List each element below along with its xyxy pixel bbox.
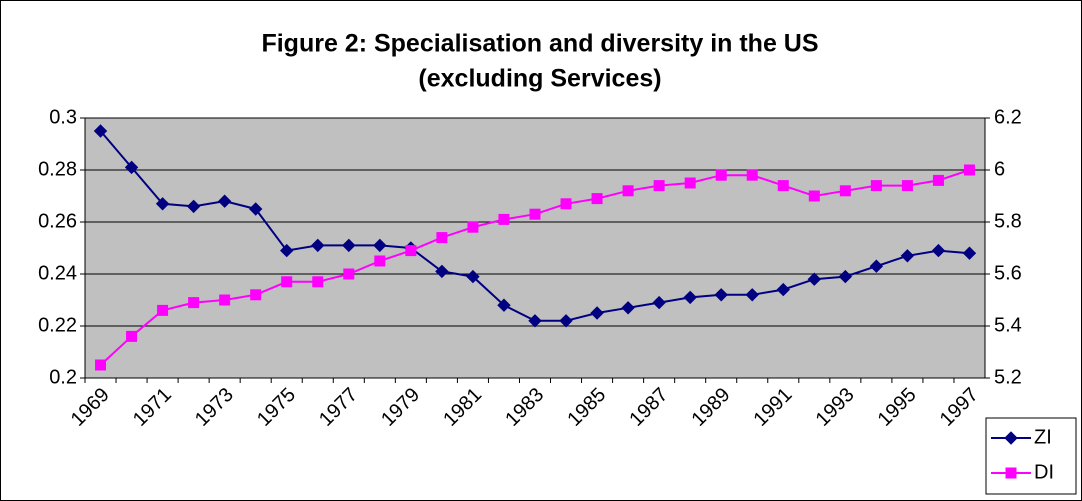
marker — [497, 298, 511, 312]
marker — [900, 249, 915, 263]
marker — [311, 238, 325, 253]
marker — [250, 289, 262, 301]
marker — [776, 282, 790, 297]
marker — [1004, 431, 1018, 445]
marker — [808, 190, 820, 202]
marker — [590, 306, 604, 320]
marker — [281, 276, 293, 288]
legend — [985, 417, 1077, 495]
legend-label: ZI — [1034, 426, 1052, 448]
marker — [932, 174, 944, 186]
y2-tick-label: 5.8 — [994, 210, 1022, 232]
y-tick-label: 0.26 — [38, 210, 77, 232]
marker — [219, 294, 231, 306]
y2-tick-label: 6.2 — [994, 106, 1022, 128]
marker — [591, 193, 603, 205]
marker — [405, 245, 417, 257]
marker — [217, 194, 232, 208]
y-tick-label: 0.3 — [49, 106, 77, 128]
marker — [621, 301, 635, 315]
legend-label: DI — [1034, 461, 1054, 483]
marker — [188, 297, 200, 309]
marker — [560, 198, 572, 210]
marker — [280, 243, 294, 258]
marker — [95, 359, 107, 371]
marker — [870, 180, 882, 192]
marker — [436, 232, 448, 244]
marker — [124, 160, 139, 175]
marker — [622, 185, 634, 197]
marker — [466, 269, 480, 284]
marker — [683, 290, 697, 305]
marker — [901, 180, 913, 192]
marker — [653, 180, 665, 192]
y-tick-label: 0.2 — [49, 366, 77, 388]
marker — [807, 272, 822, 286]
marker — [559, 314, 573, 328]
marker — [1005, 467, 1017, 479]
y2-tick-label: 5.6 — [994, 262, 1022, 284]
marker — [529, 208, 541, 220]
marker — [528, 314, 542, 328]
chart-title: (excluding Services) — [418, 65, 661, 93]
marker — [869, 259, 884, 273]
marker — [962, 246, 977, 260]
plot-area — [84, 117, 986, 379]
y-tick-label: 0.24 — [38, 262, 77, 284]
y2-tick-label: 5.4 — [994, 314, 1022, 336]
marker — [373, 238, 387, 253]
marker — [93, 124, 108, 138]
marker — [963, 164, 975, 176]
marker — [684, 177, 696, 189]
marker — [186, 199, 201, 214]
marker — [157, 304, 169, 316]
y-tick-label: 0.22 — [38, 314, 77, 336]
marker — [838, 269, 853, 284]
marker — [777, 180, 789, 192]
marker — [931, 243, 946, 258]
y2-tick-label: 6 — [994, 158, 1005, 180]
marker — [343, 268, 355, 280]
marker — [746, 169, 758, 181]
marker — [126, 330, 138, 342]
marker — [715, 169, 727, 181]
chart-title: Figure 2: Specialisation and diversity i… — [261, 30, 818, 58]
marker — [467, 221, 479, 233]
marker — [652, 295, 666, 310]
marker — [714, 288, 728, 302]
y2-tick-label: 5.2 — [994, 366, 1022, 388]
marker — [745, 288, 759, 302]
marker — [374, 255, 386, 267]
y-tick-label: 0.28 — [38, 158, 77, 180]
marker — [498, 213, 510, 225]
marker — [342, 238, 356, 253]
marker — [839, 185, 851, 197]
marker — [312, 276, 324, 288]
marker — [435, 264, 449, 279]
marker — [248, 202, 263, 216]
marker — [155, 197, 170, 211]
